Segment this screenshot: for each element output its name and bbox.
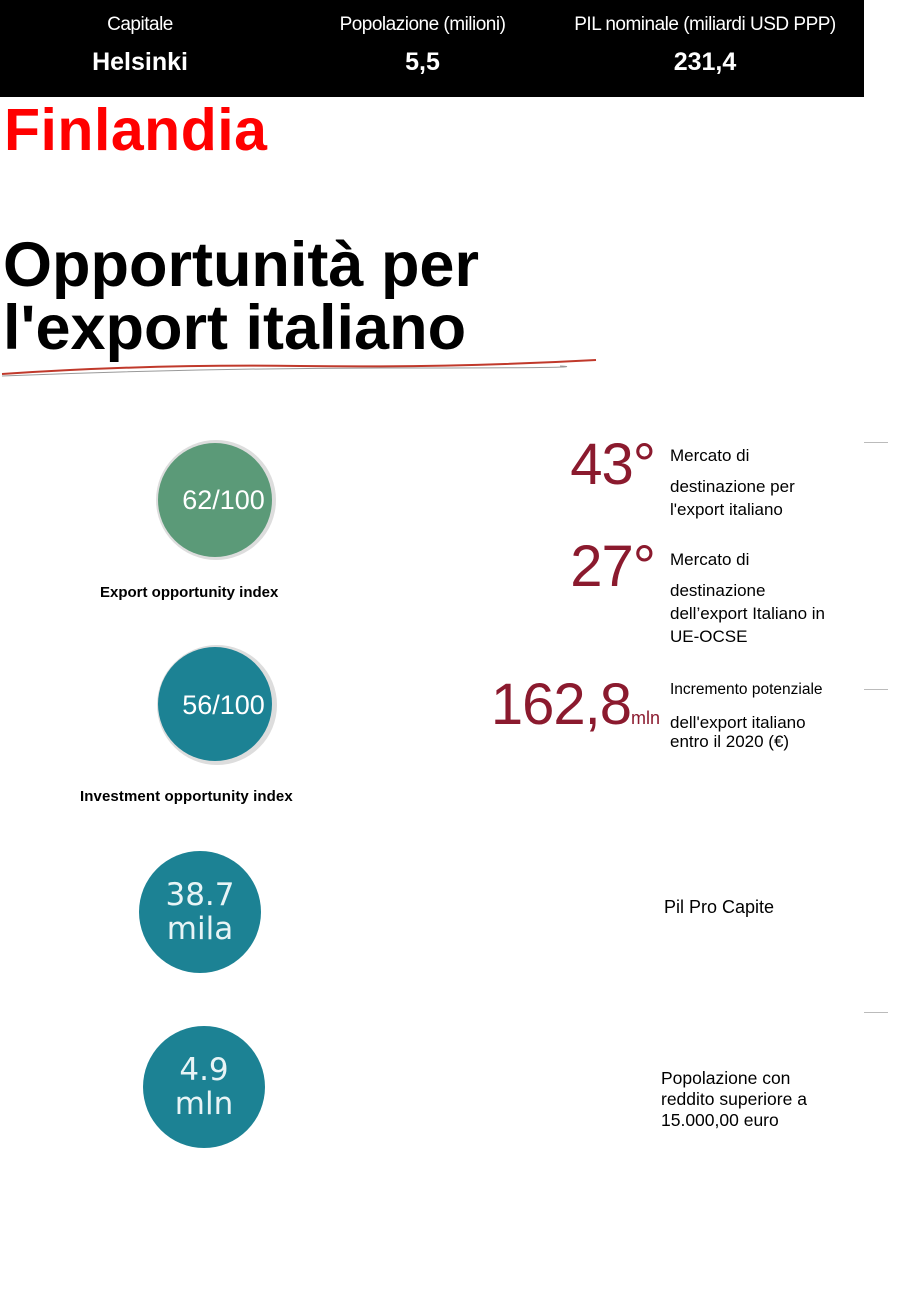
high-income-label-line-1: Popolazione con <box>661 1068 791 1088</box>
population-value: 5,5 <box>405 48 440 76</box>
divider-tick <box>864 689 888 690</box>
country-title: Finlandia <box>4 97 268 163</box>
rank-ue-ocse-market: 27° <box>570 534 656 599</box>
rank-2-desc-line-2: destinazione <box>670 581 766 600</box>
rank-3-desc-line-3: entro il 2020 (€) <box>670 732 790 751</box>
investment-index-fill <box>158 647 272 761</box>
investment-index-gauge: 56/100 <box>155 643 280 768</box>
gdp-per-capita-unit: mila <box>166 911 234 947</box>
capital-column: Capitale Helsinki <box>60 14 220 77</box>
export-index-label: Export opportunity index <box>100 584 279 601</box>
rank-2-desc-line-1: Mercato di <box>670 550 750 569</box>
high-income-label-line-3: 15.000,00 euro <box>661 1110 779 1130</box>
headline-underline <box>1 359 597 377</box>
investment-index-label: Investment opportunity index <box>80 788 293 805</box>
header-bar: Capitale Helsinki Popolazione (milioni) … <box>0 0 864 97</box>
gdp-column: PIL nominale (miliardi USD PPP) 231,4 <box>565 14 845 77</box>
rank-1-desc-line-3: l'export italiano <box>670 500 783 519</box>
population-label: Popolazione (milioni) <box>339 14 506 35</box>
rank-2-desc-line-3: dell’export Italiano in <box>670 604 825 623</box>
rank-ue-ocse-desc: Mercato di destinazione dell’export Ital… <box>670 548 825 648</box>
headline-line-1: Opportunità per <box>3 230 479 300</box>
page-headline: Opportunità per l'export italiano <box>3 234 479 360</box>
high-income-population-unit: mln <box>174 1086 234 1122</box>
capital-label: Capitale <box>107 14 173 35</box>
high-income-population-number: 4.9 <box>179 1052 229 1088</box>
gdp-value: 231,4 <box>673 48 737 76</box>
gdp-per-capita-label: Pil Pro Capite <box>664 897 775 917</box>
population-column: Popolazione (milioni) 5,5 <box>330 14 515 77</box>
rank-3-desc-line-1: Incremento potenziale <box>670 681 823 698</box>
investment-index-value: 56/100 <box>182 690 265 720</box>
export-increment-unit: mln <box>630 708 660 728</box>
gdp-per-capita-number: 38.7 <box>165 877 235 913</box>
rank-export-market-desc: Mercato di destinazione per l'export ita… <box>670 444 795 521</box>
high-income-population-circle: 4.9 mln <box>143 1026 265 1148</box>
divider-tick <box>864 1012 888 1013</box>
export-index-value: 62/100 <box>182 485 265 515</box>
divider-tick <box>864 442 888 443</box>
high-income-population-label: Popolazione con reddito superiore a 15.0… <box>661 1068 807 1131</box>
rank-export-market: 43° <box>570 432 656 497</box>
export-increment-desc: Incremento potenziale dell'export italia… <box>670 680 823 751</box>
gdp-per-capita-circle: 38.7 mila <box>139 851 261 973</box>
capital-value: Helsinki <box>92 48 188 76</box>
headline-line-2: l'export italiano <box>3 293 467 363</box>
rank-2-desc-line-4: UE-OCSE <box>670 627 748 646</box>
rank-3-desc-line-2: dell'export italiano <box>670 713 806 732</box>
high-income-label-line-2: reddito superiore a <box>661 1089 807 1109</box>
export-increment-number: 162,8 <box>490 672 632 737</box>
rank-1-desc-line-1: Mercato di <box>670 446 750 465</box>
gdp-label: PIL nominale (miliardi USD PPP) <box>574 14 836 35</box>
export-index-fill <box>158 443 272 557</box>
export-index-gauge: 62/100 <box>155 438 280 563</box>
export-increment-value: 162,8mln <box>480 676 660 747</box>
rank-1-desc-line-2: destinazione per <box>670 477 795 496</box>
